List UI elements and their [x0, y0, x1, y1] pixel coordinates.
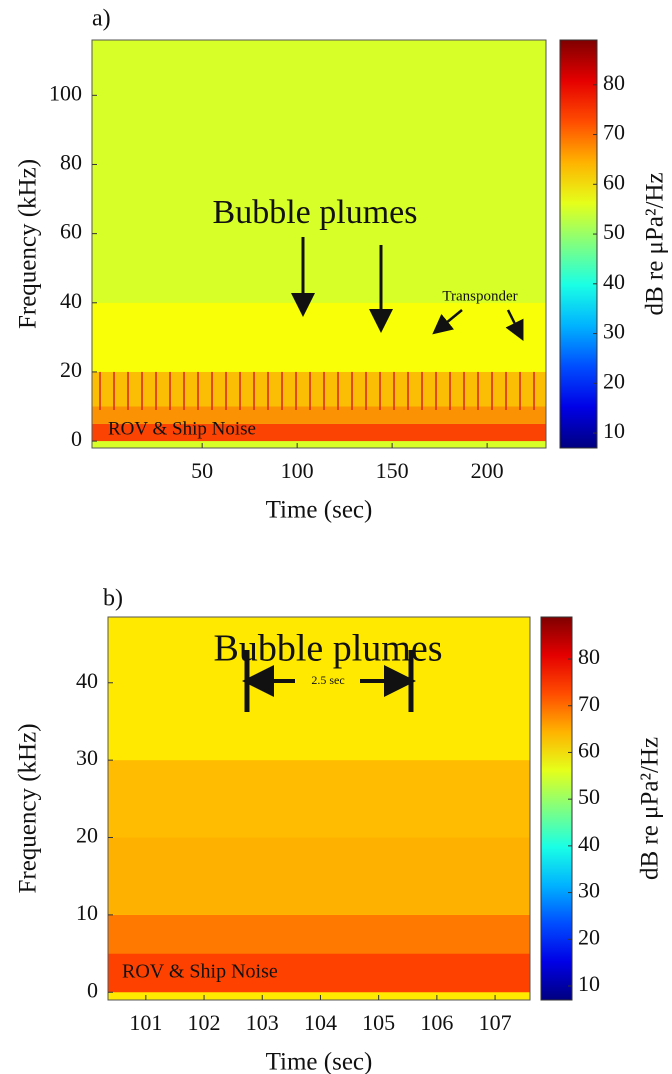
y-tick-label: 20: [60, 357, 82, 382]
y-tick-label: 40: [60, 288, 82, 313]
panel-label: b): [103, 586, 123, 612]
colorbar-tick-label: 50: [578, 784, 600, 809]
band: [92, 371, 546, 407]
x-tick-label: 105: [362, 1010, 395, 1035]
y-tick-label: 10: [76, 900, 98, 925]
panel-b: 0 10 20 30 40 101 102 103 104 105 106 107 Time (sec)…: [15, 616, 664, 1074]
colorbar-title: dB re μPa²/Hz: [642, 172, 669, 315]
y-tick-label: 20: [76, 823, 98, 848]
band: [108, 914, 530, 954]
band: [108, 953, 530, 993]
y-tick-label: 40: [76, 668, 98, 693]
x-tick-label: 101: [129, 1010, 162, 1035]
colorbar-tick-label: 80: [603, 70, 625, 95]
band: [92, 40, 546, 303]
colorbar-tick-label: 40: [578, 831, 600, 856]
y-tick-label: 0: [71, 426, 82, 451]
y-tick-label: 80: [60, 150, 82, 175]
colorbar: [559, 39, 598, 449]
x-axis-title: Time (sec): [266, 497, 373, 524]
annotation: ROV & Ship Noise: [108, 418, 256, 439]
colorbar-title: dB re μPa²/Hz: [637, 737, 664, 880]
plot-frame: [91, 39, 547, 449]
x-tick-label: 200: [471, 458, 504, 483]
panel-a: 0 20 40 60 80 100 50 100 150 200 Time (sec) Frequen…: [15, 39, 669, 524]
arrow: [505, 309, 524, 341]
x-tick-label: 50: [191, 458, 213, 483]
annotation: 2.5 sec: [311, 673, 344, 687]
x-tick-label: 100: [281, 458, 314, 483]
y-tick-label: 60: [60, 219, 82, 244]
colorbar: [540, 616, 573, 1001]
x-tick-label: 102: [188, 1010, 221, 1035]
x-tick-label: 103: [246, 1010, 279, 1035]
annotations: a) Bubble plumes Transponder ROV & Ship …: [92, 6, 524, 983]
colorbar-tick-label: 30: [603, 319, 625, 344]
colorbar-tick-label: 20: [578, 924, 600, 949]
plot-frame: [107, 616, 531, 1001]
colorbar-tick-label: 10: [603, 418, 625, 443]
colorbar-tick-label: 70: [603, 120, 625, 145]
x-tick-label: 106: [420, 1010, 453, 1035]
band: [108, 760, 530, 838]
y-tick-label: 100: [49, 80, 82, 105]
annotation: ROV & Ship Noise: [122, 961, 278, 983]
colorbar-tick-label: 60: [578, 737, 600, 762]
y-axis-title: Frequency (kHz): [15, 159, 42, 329]
panel-label: a): [92, 6, 111, 32]
colorbar-tick-label: 20: [603, 368, 625, 393]
band: [92, 423, 546, 442]
x-tick-label: 104: [304, 1010, 337, 1035]
colorbar-tick-label: 40: [603, 269, 625, 294]
x-tick-label: 150: [376, 458, 409, 483]
band: [92, 406, 546, 424]
y-tick-label: 30: [76, 745, 98, 770]
colorbar-tick-label: 10: [578, 971, 600, 996]
annotation: Bubble plumes: [213, 628, 442, 670]
arrow: [432, 309, 463, 335]
colorbar-tick-label: 30: [578, 878, 600, 903]
band: [108, 617, 530, 761]
colorbar-tick-label: 60: [603, 169, 625, 194]
x-tick-label: 107: [479, 1010, 512, 1035]
colorbar-tick-label: 80: [578, 644, 600, 669]
colorbar-tick-label: 70: [578, 691, 600, 716]
annotation: Bubble plumes: [213, 194, 418, 231]
annotation: Transponder: [442, 288, 517, 304]
band: [108, 837, 530, 915]
x-axis-title: Time (sec): [266, 1049, 373, 1074]
y-axis-title: Frequency (kHz): [15, 723, 42, 893]
band: [92, 302, 546, 372]
y-tick-label: 0: [87, 977, 98, 1002]
colorbar-tick-label: 50: [603, 219, 625, 244]
